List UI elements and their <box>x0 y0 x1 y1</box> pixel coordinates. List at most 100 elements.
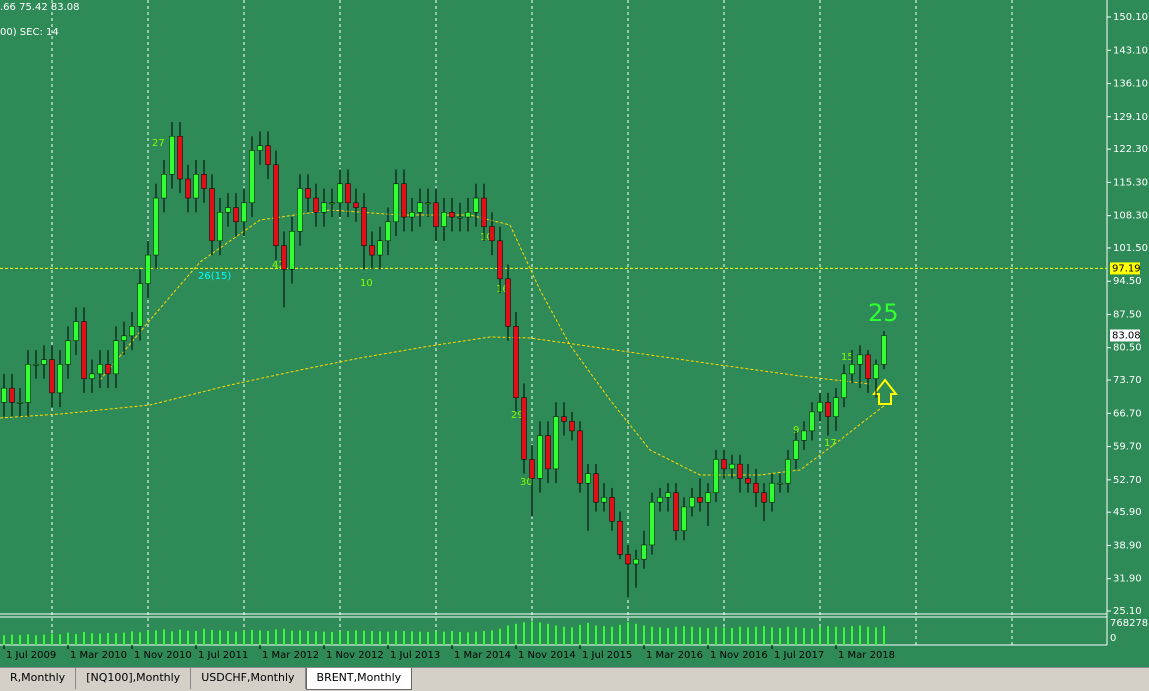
candle-body <box>57 364 63 394</box>
candle-body <box>857 354 863 365</box>
candle-body <box>537 435 543 479</box>
last-price-box <box>1110 329 1140 342</box>
candle-body <box>609 497 615 522</box>
x-tick-label: 1 Mar 2012 <box>262 650 319 661</box>
candle-body <box>361 207 367 246</box>
candle-body <box>841 373 847 398</box>
candle-body <box>177 136 183 180</box>
candle-body <box>777 482 783 485</box>
y-tick-label: 122.30 <box>1113 144 1148 155</box>
candle-body <box>721 459 727 470</box>
candle-body <box>1 387 7 403</box>
current-price-box <box>1110 262 1140 275</box>
background <box>0 0 1149 667</box>
y-tick-label: 136.10 <box>1113 79 1148 90</box>
candle-body <box>201 174 207 189</box>
candle-body <box>649 501 655 546</box>
candle-body <box>849 364 855 375</box>
candle-body <box>185 178 191 199</box>
annotation: 17 <box>824 438 837 449</box>
y-tick-label: 25.10 <box>1113 606 1142 617</box>
last-price-label: 83.08 <box>1112 330 1141 341</box>
header-values: .66 75.42 83.08 <box>0 2 80 13</box>
x-tick-label: 1 Jul 2011 <box>198 650 248 661</box>
tab[interactable]: R,Monthly <box>0 668 77 689</box>
candle-body <box>377 240 383 256</box>
candle-body <box>705 492 711 503</box>
candle-body <box>865 354 871 379</box>
candle-body <box>401 183 407 218</box>
y-tick-label: 115.30 <box>1113 177 1148 188</box>
candle-body <box>17 402 23 404</box>
candle-body <box>617 520 623 555</box>
candle-body <box>577 430 583 484</box>
candle-body <box>385 221 391 242</box>
annotation-large: 25 <box>868 299 899 327</box>
candle-body <box>809 411 815 432</box>
x-tick-label: 1 Jul 2015 <box>582 650 632 661</box>
candle-body <box>433 202 439 227</box>
candle-body <box>137 283 143 327</box>
candle-body <box>737 463 743 479</box>
annotation: 42 <box>272 260 285 271</box>
candle-body <box>9 387 15 403</box>
annotation: 27 <box>152 138 165 149</box>
candle-body <box>489 226 495 242</box>
candle-body <box>593 473 599 503</box>
candle-body <box>585 473 591 484</box>
candle-body <box>497 240 503 280</box>
candle-body <box>161 174 167 199</box>
annotation: 15 <box>841 352 854 363</box>
candle-body <box>729 463 735 470</box>
candle-body <box>665 492 671 498</box>
candle-body <box>785 459 791 484</box>
candle-body <box>25 364 31 403</box>
candle-body <box>41 359 47 365</box>
tab[interactable]: [NQ100],Monthly <box>76 668 192 689</box>
candle-body <box>817 402 823 413</box>
candle-body <box>65 340 71 365</box>
candle-body <box>265 145 271 166</box>
candle-body <box>305 188 311 199</box>
candle-body <box>697 497 703 503</box>
candle-body <box>481 197 487 227</box>
signal-arrow <box>871 378 899 405</box>
candle-body <box>513 326 519 398</box>
annotation: 16 <box>496 284 509 295</box>
y-tick-label: 101.50 <box>1113 243 1148 254</box>
candle-body <box>233 207 239 223</box>
candle-body <box>833 397 839 417</box>
candle-body <box>425 202 431 205</box>
candle-body <box>457 216 463 219</box>
candle-body <box>89 373 95 379</box>
tab-active[interactable]: BRENT,Monthly <box>305 668 413 690</box>
y-tick-label: 59.70 <box>1113 442 1142 453</box>
y-tick-label: 73.70 <box>1113 375 1142 386</box>
candle-body <box>129 326 135 337</box>
candle-body <box>241 202 247 223</box>
y-tick-label: 31.90 <box>1113 574 1142 585</box>
candle-body <box>81 321 87 379</box>
candle-body <box>97 364 103 375</box>
annotation: 10 <box>480 232 493 243</box>
candle-body <box>473 197 479 213</box>
tab[interactable]: USDCHF,Monthly <box>191 668 306 689</box>
candle-body <box>625 554 631 565</box>
tab-bar: R,Monthly [NQ100],Monthly USDCHF,Monthly… <box>0 667 1149 691</box>
x-tick-label: 1 Nov 2014 <box>518 650 576 661</box>
x-tick-label: 1 Nov 2010 <box>134 650 192 661</box>
candle-body <box>561 416 567 422</box>
candle-body <box>217 212 223 242</box>
candle-body <box>441 212 447 227</box>
candle-body <box>753 482 759 493</box>
candle-body <box>553 416 559 470</box>
candle-body <box>689 497 695 508</box>
candle-body <box>521 397 527 460</box>
candle-body <box>881 335 887 365</box>
candle-body <box>73 321 79 341</box>
candle-body <box>153 197 159 256</box>
candle-body <box>353 202 359 208</box>
y-tick-label: 129.10 <box>1113 112 1148 123</box>
candle-body <box>801 430 807 441</box>
candle-body <box>761 492 767 503</box>
